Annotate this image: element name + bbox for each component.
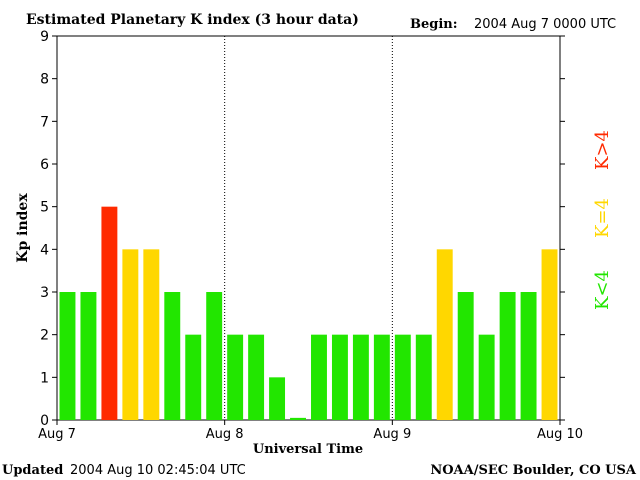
legend: K>4 K=4 K<4 bbox=[592, 130, 613, 310]
legend-entry: K<4 bbox=[592, 270, 613, 310]
kp-bar bbox=[311, 334, 327, 420]
kp-bar bbox=[269, 377, 286, 420]
y-tick-label: 5 bbox=[40, 200, 49, 216]
kp-bar bbox=[122, 249, 139, 420]
legend-entry: K>4 bbox=[592, 130, 613, 170]
kp-bar bbox=[520, 292, 537, 420]
y-tick-label: 4 bbox=[40, 242, 49, 258]
kp-bar bbox=[290, 417, 306, 420]
kp-bar bbox=[59, 292, 76, 420]
begin-label: Begin: bbox=[410, 17, 458, 32]
kp-bar bbox=[331, 334, 348, 420]
kp-bar bbox=[227, 334, 244, 420]
plot-frame bbox=[56, 35, 561, 421]
x-tick-label: Aug 10 bbox=[537, 427, 583, 442]
y-tick-label: 1 bbox=[40, 370, 49, 386]
y-axis: 0 1 2 3 4 5 6 7 8 9 bbox=[40, 29, 565, 429]
plot-area bbox=[56, 35, 561, 421]
begin-value: 2004 Aug 7 0000 UTC bbox=[474, 17, 616, 32]
y-tick-label: 9 bbox=[40, 29, 49, 45]
kp-bar bbox=[352, 334, 369, 420]
kp-bar bbox=[541, 249, 558, 420]
kp-bar bbox=[457, 292, 474, 420]
kp-bar bbox=[499, 292, 516, 420]
y-tick-label: 3 bbox=[40, 285, 49, 301]
updated-value: 2004 Aug 10 02:45:04 UTC bbox=[70, 463, 246, 478]
kp-bar bbox=[373, 334, 390, 420]
y-tick-label: 2 bbox=[40, 328, 49, 344]
x-axis: Aug 7 Aug 8 Aug 9 Aug 10 bbox=[38, 36, 583, 442]
y-tick-label: 8 bbox=[40, 72, 49, 88]
kp-bar bbox=[248, 334, 265, 420]
kp-bar bbox=[478, 334, 495, 420]
kp-bar bbox=[394, 334, 411, 420]
y-tick-label: 6 bbox=[40, 157, 49, 173]
kp-bar bbox=[164, 292, 181, 420]
chart-title: Estimated Planetary K index (3 hour data… bbox=[26, 12, 359, 28]
kp-bar bbox=[206, 292, 223, 420]
x-axis-label: Universal Time bbox=[253, 442, 363, 457]
kp-bar bbox=[80, 292, 97, 420]
x-tick-label: Aug 9 bbox=[373, 427, 411, 442]
kp-bar bbox=[101, 206, 118, 420]
kp-bar bbox=[143, 249, 160, 420]
kp-bar bbox=[415, 334, 432, 420]
x-tick-label: Aug 8 bbox=[206, 427, 244, 442]
kp-bar bbox=[436, 249, 453, 420]
kp-bar bbox=[185, 334, 202, 420]
legend-entry: K=4 bbox=[592, 198, 613, 238]
bars bbox=[59, 206, 558, 420]
y-tick-label: 0 bbox=[40, 413, 49, 429]
x-tick-label: Aug 7 bbox=[38, 427, 76, 442]
updated-label: Updated bbox=[2, 463, 63, 478]
y-axis-label: Kp index bbox=[15, 193, 31, 263]
y-tick-label: 7 bbox=[40, 114, 49, 130]
source-credit: NOAA/SEC Boulder, CO USA bbox=[430, 463, 637, 478]
